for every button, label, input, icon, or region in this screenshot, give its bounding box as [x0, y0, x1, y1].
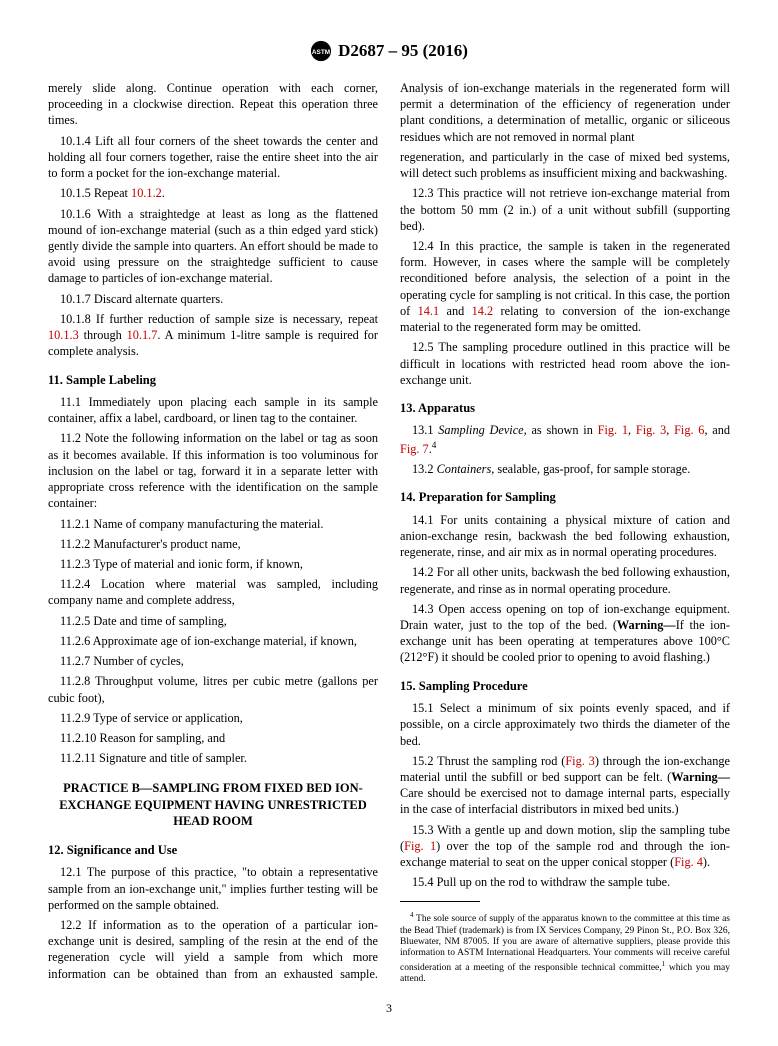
para-11-2-6: 11.2.6 Approximate age of ion-exchange m… — [48, 633, 378, 649]
body-columns: merely slide along. Continue operation w… — [48, 80, 730, 989]
heading-11: 11. Sample Labeling — [48, 372, 378, 389]
para-10-1-6: 10.1.6 With a straightedge at least as l… — [48, 206, 378, 287]
text: and — [439, 304, 472, 318]
para-12-2-cont: regeneration, and particularly in the ca… — [400, 149, 730, 181]
text: Care should be exercised not to damage i… — [400, 786, 730, 816]
para-11-2-3: 11.2.3 Type of material and ionic form, … — [48, 556, 378, 572]
ref-10-1-2[interactable]: 10.1.2 — [131, 186, 162, 200]
ref-fig-1b[interactable]: Fig. 1 — [404, 839, 436, 853]
heading-12: 12. Significance and Use — [48, 842, 378, 859]
para-11-2-5: 11.2.5 Date and time of sampling, — [48, 613, 378, 629]
para-13-1: 13.1 Sampling Device, as shown in Fig. 1… — [400, 422, 730, 457]
ref-fig-6[interactable]: Fig. 6 — [674, 423, 704, 437]
para-14-3: 14.3 Open access opening on top of ion-e… — [400, 601, 730, 666]
warning-text: Warning— — [671, 770, 730, 784]
text: through — [79, 328, 127, 342]
para-15-1: 15.1 Select a minimum of six points even… — [400, 700, 730, 749]
para-11-2-9: 11.2.9 Type of service or application, — [48, 710, 378, 726]
text: 10.1.8 If further reduction of sample si… — [60, 312, 378, 326]
text: as shown in — [527, 423, 598, 437]
text: sealable, gas-proof, for sample storage. — [494, 462, 690, 476]
para-11-2-10: 11.2.10 Reason for sampling, and — [48, 730, 378, 746]
designation-text: D2687 – 95 (2016) — [338, 41, 468, 61]
warning-text: Warning— — [617, 618, 676, 632]
page-header: ASTM D2687 – 95 (2016) — [48, 40, 730, 62]
ref-10-1-7[interactable]: 10.1.7 — [127, 328, 158, 342]
italic-text: Sampling Device, — [438, 423, 526, 437]
para-11-2: 11.2 Note the following information on t… — [48, 430, 378, 511]
para-15-3: 15.3 With a gentle up and down motion, s… — [400, 822, 730, 871]
ref-14-2[interactable]: 14.2 — [472, 304, 494, 318]
text: 10.1.5 Repeat — [60, 186, 131, 200]
ref-fig-1[interactable]: Fig. 1 — [598, 423, 628, 437]
para-12-3: 12.3 This practice will not retrieve ion… — [400, 185, 730, 234]
ref-fig-3[interactable]: Fig. 3 — [636, 423, 666, 437]
para-15-2: 15.2 Thrust the sampling rod (Fig. 3) th… — [400, 753, 730, 818]
italic-text: Containers, — [437, 462, 495, 476]
heading-15: 15. Sampling Procedure — [400, 678, 730, 695]
text: , — [666, 423, 674, 437]
astm-logo-icon: ASTM — [310, 40, 332, 62]
para-12-4: 12.4 In this practice, the sample is tak… — [400, 238, 730, 335]
para-11-2-2: 11.2.2 Manufacturer's product name, — [48, 536, 378, 552]
para-15-4: 15.4 Pull up on the rod to withdraw the … — [400, 874, 730, 890]
text: 13.1 — [412, 423, 438, 437]
para-10-1-4: 10.1.4 Lift all four corners of the shee… — [48, 133, 378, 182]
para-10-1-8: 10.1.8 If further reduction of sample si… — [48, 311, 378, 360]
ref-fig-3b[interactable]: Fig. 3 — [565, 754, 595, 768]
para-11-2-11: 11.2.11 Signature and title of sampler. — [48, 750, 378, 766]
heading-13: 13. Apparatus — [400, 400, 730, 417]
footnote-ref-4[interactable]: 4 — [432, 440, 437, 450]
ref-10-1-3[interactable]: 10.1.3 — [48, 328, 79, 342]
para-11-1: 11.1 Immediately upon placing each sampl… — [48, 394, 378, 426]
text: 15.2 Thrust the sampling rod ( — [412, 754, 565, 768]
para-11-2-8: 11.2.8 Throughput volume, litres per cub… — [48, 673, 378, 705]
para-12-5: 12.5 The sampling procedure outlined in … — [400, 339, 730, 388]
practice-b-heading: PRACTICE B—SAMPLING FROM FIXED BED ION-E… — [48, 780, 378, 830]
ref-14-1[interactable]: 14.1 — [418, 304, 440, 318]
para-11-2-4: 11.2.4 Location where material was sampl… — [48, 576, 378, 608]
heading-14: 14. Preparation for Sampling — [400, 489, 730, 506]
para-10-1-7: 10.1.7 Discard alternate quarters. — [48, 291, 378, 307]
para-10-1-5: 10.1.5 Repeat 10.1.2. — [48, 185, 378, 201]
text: , and — [704, 423, 730, 437]
para-cont: merely slide along. Continue operation w… — [48, 80, 378, 129]
text: . — [162, 186, 165, 200]
text: 13.2 — [412, 462, 437, 476]
ref-fig-4[interactable]: Fig. 4 — [674, 855, 703, 869]
para-14-2: 14.2 For all other units, backwash the b… — [400, 564, 730, 596]
para-13-2: 13.2 Containers, sealable, gas-proof, fo… — [400, 461, 730, 477]
footnote-4: 4 The sole source of supply of the appar… — [400, 911, 730, 986]
ref-fig-7[interactable]: Fig. 7 — [400, 442, 429, 456]
para-14-1: 14.1 For units containing a physical mix… — [400, 512, 730, 561]
page-number: 3 — [48, 1001, 730, 1016]
para-11-2-1: 11.2.1 Name of company manufacturing the… — [48, 516, 378, 532]
footnote-separator — [400, 901, 480, 902]
text: ). — [703, 855, 710, 869]
para-11-2-7: 11.2.7 Number of cycles, — [48, 653, 378, 669]
para-12-1: 12.1 The purpose of this practice, "to o… — [48, 864, 378, 913]
document-page: ASTM D2687 – 95 (2016) merely slide alon… — [0, 0, 778, 1046]
svg-text:ASTM: ASTM — [312, 49, 330, 56]
text: , — [628, 423, 636, 437]
